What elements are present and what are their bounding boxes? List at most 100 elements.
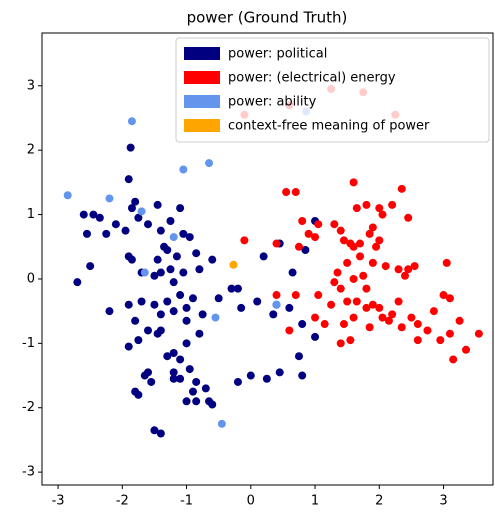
- point: [153, 329, 162, 338]
- point: [413, 336, 422, 345]
- point: [89, 210, 98, 219]
- legend-swatch: [184, 71, 220, 84]
- point: [449, 355, 458, 364]
- point: [63, 191, 72, 200]
- point: [343, 297, 352, 306]
- plot-frame: [41, 32, 494, 486]
- point: [359, 271, 368, 280]
- point: [169, 349, 178, 358]
- y-tick-label: 2: [27, 143, 35, 158]
- point: [156, 429, 165, 438]
- point: [246, 371, 255, 380]
- x-tick-label: 1: [311, 494, 319, 509]
- point: [176, 291, 185, 300]
- legend-box: [175, 37, 490, 143]
- point: [272, 300, 281, 309]
- point: [102, 229, 111, 238]
- point: [73, 278, 82, 287]
- point: [126, 143, 135, 152]
- point: [169, 307, 178, 316]
- point: [291, 188, 300, 197]
- y-tick-label: -3: [22, 465, 35, 480]
- point: [121, 226, 130, 235]
- point: [111, 220, 120, 229]
- point: [150, 300, 159, 309]
- point: [127, 117, 136, 126]
- point: [237, 303, 246, 312]
- legend-swatch: [184, 47, 220, 60]
- point: [349, 242, 358, 251]
- point: [131, 197, 140, 206]
- point: [445, 329, 454, 338]
- point: [166, 265, 175, 274]
- point: [182, 397, 191, 406]
- y-tick-label: 3: [27, 78, 35, 93]
- point: [124, 175, 133, 184]
- point: [474, 329, 483, 338]
- point: [156, 268, 165, 277]
- point: [429, 307, 438, 316]
- point: [285, 303, 294, 312]
- point: [378, 313, 387, 322]
- point: [233, 284, 242, 293]
- point: [82, 229, 91, 238]
- point: [423, 326, 432, 335]
- point: [298, 217, 307, 226]
- y-tick-label: -2: [22, 400, 35, 415]
- point: [127, 255, 136, 264]
- point: [442, 258, 451, 267]
- point: [105, 194, 114, 203]
- legend: power: political power: (electrical) ener…: [175, 37, 490, 143]
- point: [362, 303, 371, 312]
- point: [311, 313, 320, 322]
- point: [356, 239, 365, 248]
- point: [188, 294, 197, 303]
- point: [214, 294, 223, 303]
- point: [179, 268, 188, 277]
- point: [172, 252, 181, 261]
- point: [137, 207, 146, 216]
- point: [375, 303, 384, 312]
- point: [150, 426, 159, 435]
- point: [272, 291, 281, 300]
- point: [368, 223, 377, 232]
- point: [298, 371, 307, 380]
- point: [397, 323, 406, 332]
- point: [404, 265, 413, 274]
- point: [381, 262, 390, 271]
- point: [205, 159, 214, 168]
- point: [394, 297, 403, 306]
- point: [275, 368, 284, 377]
- point: [262, 374, 271, 383]
- point: [153, 255, 162, 264]
- point: [388, 200, 397, 209]
- chart-title: power (Ground Truth): [187, 9, 348, 27]
- point: [352, 297, 361, 306]
- point: [365, 229, 374, 238]
- point: [336, 339, 345, 348]
- point: [192, 397, 201, 406]
- point: [410, 262, 419, 271]
- point: [397, 184, 406, 193]
- point: [195, 329, 204, 338]
- point: [462, 345, 471, 354]
- point: [445, 294, 454, 303]
- point: [404, 213, 413, 222]
- point: [352, 204, 361, 213]
- y-tick-label: -1: [22, 336, 35, 351]
- point: [131, 316, 140, 325]
- point: [288, 268, 297, 277]
- legend-swatch: [184, 119, 220, 132]
- point: [192, 249, 201, 258]
- point: [198, 310, 207, 319]
- point: [333, 268, 342, 277]
- point: [185, 365, 194, 374]
- x-tick-label: 3: [439, 494, 447, 509]
- point: [140, 371, 149, 380]
- y-tick-label: 1: [27, 207, 35, 222]
- point: [362, 284, 371, 293]
- point: [176, 355, 185, 364]
- point: [150, 271, 159, 280]
- point: [156, 226, 165, 235]
- point: [349, 274, 358, 283]
